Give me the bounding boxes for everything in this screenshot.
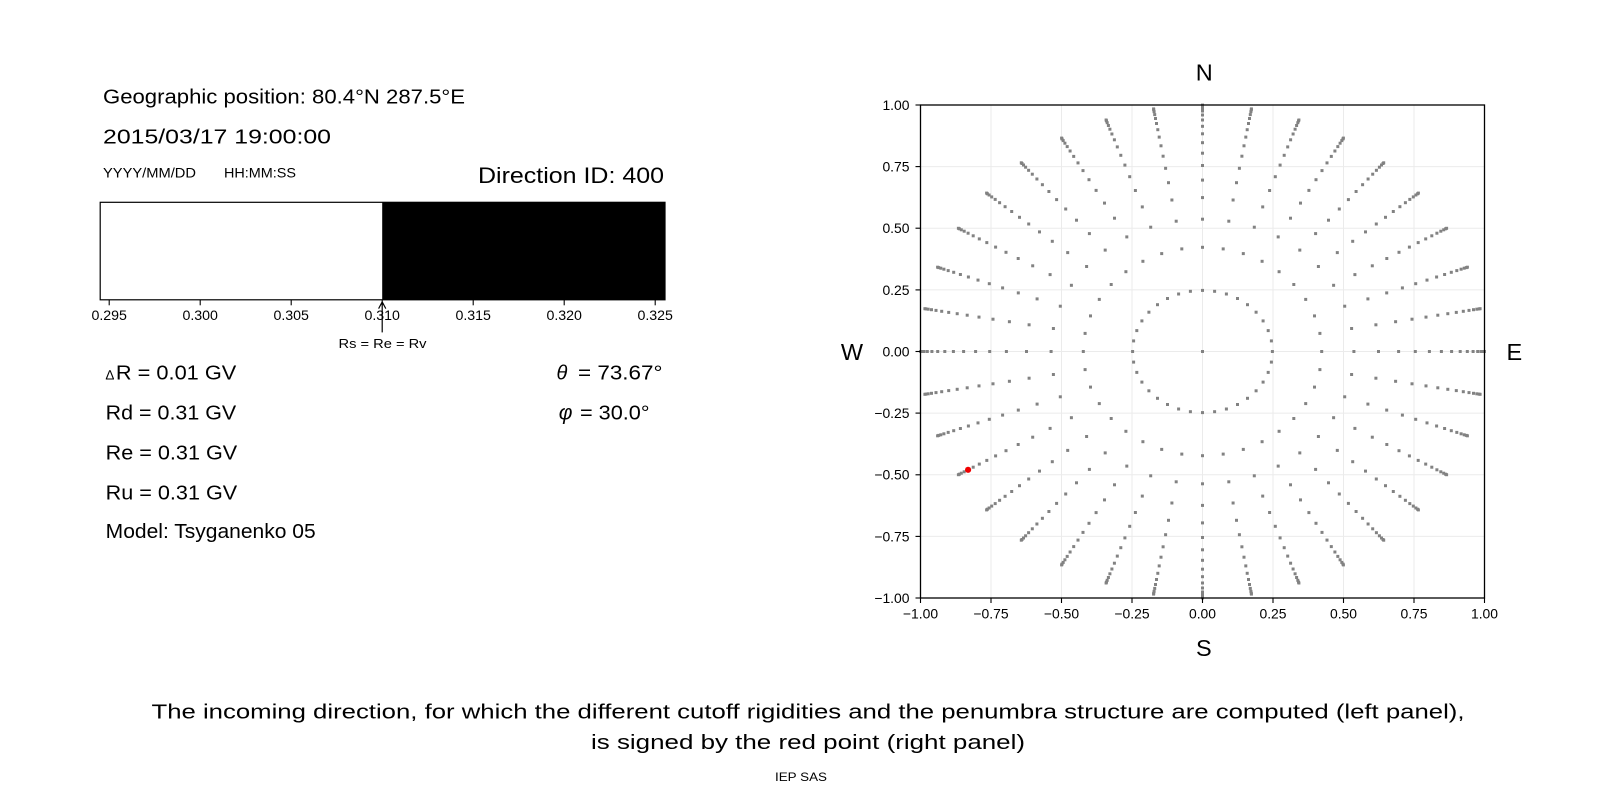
svg-text:0.75: 0.75 [1400, 606, 1427, 622]
svg-text:0.25: 0.25 [882, 282, 909, 298]
svg-text:0.50: 0.50 [1330, 606, 1357, 622]
svg-text:0.295: 0.295 [91, 308, 127, 324]
svg-text:−0.75: −0.75 [874, 528, 909, 544]
svg-text:0.50: 0.50 [882, 220, 909, 236]
svg-text:−0.25: −0.25 [1114, 606, 1149, 622]
svg-text:HH:MM:SS: HH:MM:SS [224, 165, 296, 181]
svg-text:2015/03/17 19:00:00: 2015/03/17 19:00:00 [103, 127, 331, 149]
svg-text:−1.00: −1.00 [903, 606, 938, 622]
svg-text:0.25: 0.25 [1259, 606, 1286, 622]
svg-text:= 73.67°: = 73.67° [578, 363, 663, 385]
svg-text:0.315: 0.315 [455, 308, 491, 324]
svg-text:= 30.0°: = 30.0° [580, 403, 650, 425]
svg-text:Re = 0.31 GV: Re = 0.31 GV [106, 443, 238, 465]
svg-text:φ: φ [559, 402, 573, 425]
svg-text:∆: ∆ [106, 368, 115, 383]
svg-text:Rs = Re = Rv: Rs = Re = Rv [339, 336, 428, 351]
svg-text:1.00: 1.00 [1471, 606, 1498, 622]
svg-text:1.00: 1.00 [882, 97, 909, 113]
svg-text:0.305: 0.305 [273, 308, 309, 324]
svg-text:R = 0.01 GV: R = 0.01 GV [116, 363, 237, 385]
svg-text:Direction ID: 400: Direction ID: 400 [478, 163, 664, 188]
svg-text:0.00: 0.00 [882, 343, 909, 359]
svg-text:−0.50: −0.50 [874, 467, 909, 483]
svg-text:E: E [1507, 339, 1523, 365]
svg-text:θ: θ [557, 363, 568, 385]
svg-text:IEP SAS: IEP SAS [775, 772, 827, 784]
svg-text:−1.00: −1.00 [874, 590, 909, 606]
svg-text:−0.50: −0.50 [1044, 606, 1079, 622]
svg-text:W: W [841, 339, 864, 365]
svg-text:Ru = 0.31 GV: Ru = 0.31 GV [106, 483, 238, 505]
svg-text:Rd = 0.31 GV: Rd = 0.31 GV [106, 403, 237, 425]
svg-text:0.320: 0.320 [546, 308, 582, 324]
svg-text:0.00: 0.00 [1189, 606, 1216, 622]
svg-text:YYYY/MM/DD: YYYY/MM/DD [103, 165, 196, 181]
svg-text:Geographic position: 80.4°N 28: Geographic position: 80.4°N 287.5°E [103, 87, 465, 109]
svg-text:−0.25: −0.25 [874, 405, 909, 421]
svg-text:N: N [1196, 59, 1213, 85]
svg-text:is signed by the red point (ri: is signed by the red point (right panel) [591, 732, 1025, 754]
svg-text:0.75: 0.75 [882, 159, 909, 175]
svg-text:Model: Tsyganenko 05: Model: Tsyganenko 05 [106, 521, 316, 543]
svg-text:−0.75: −0.75 [973, 606, 1008, 622]
svg-text:S: S [1196, 635, 1212, 661]
svg-text:0.325: 0.325 [637, 308, 673, 324]
svg-text:0.300: 0.300 [182, 308, 218, 324]
svg-text:The incoming direction, for wh: The incoming direction, for which the di… [152, 702, 1465, 724]
